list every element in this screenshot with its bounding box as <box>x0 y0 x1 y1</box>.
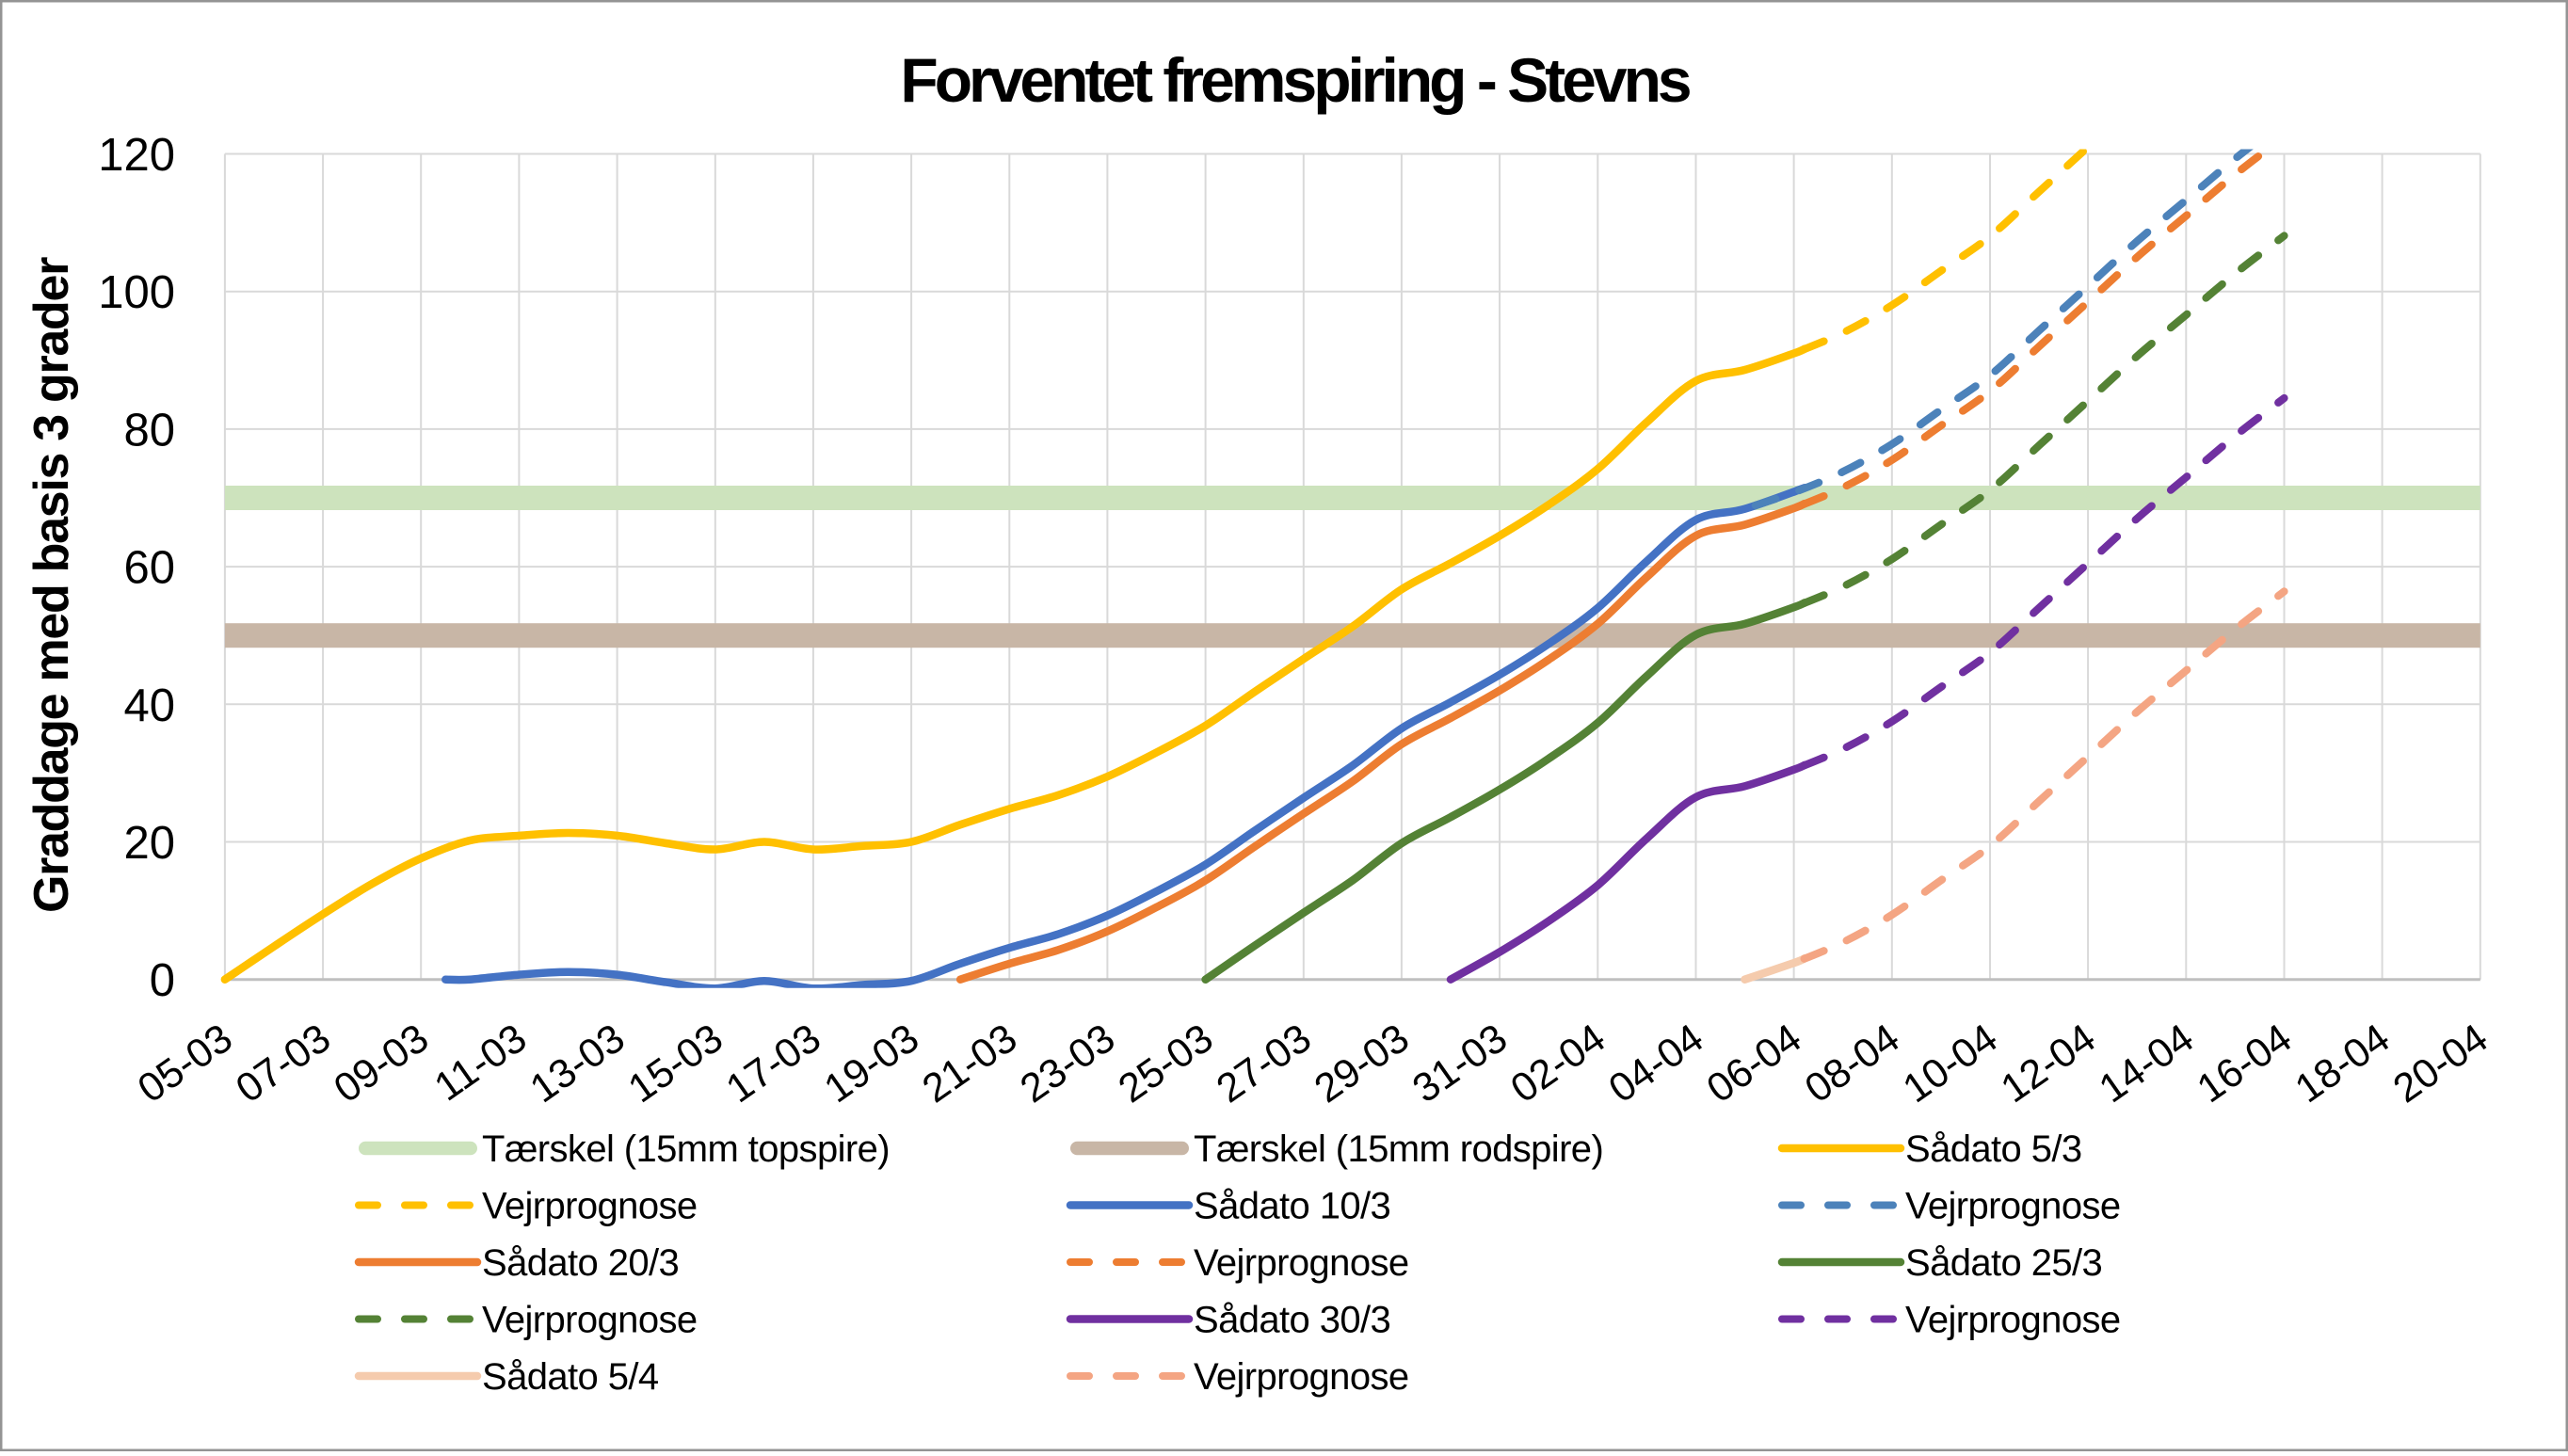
svg-text:60: 60 <box>123 543 175 594</box>
svg-text:Sådato 5/4: Sådato 5/4 <box>482 1356 659 1398</box>
svg-text:Vejrprognose: Vejrprognose <box>1905 1300 2121 1341</box>
svg-text:Vejrprognose: Vejrprognose <box>482 1186 698 1227</box>
svg-text:100: 100 <box>98 267 175 318</box>
svg-text:Vejrprognose: Vejrprognose <box>1905 1186 2121 1227</box>
svg-text:Tærskel (15mm topspire): Tærskel (15mm topspire) <box>482 1128 890 1170</box>
svg-text:Vejrprognose: Vejrprognose <box>1194 1356 1409 1398</box>
svg-text:Tærskel (15mm rodspire): Tærskel (15mm rodspire) <box>1194 1128 1603 1170</box>
svg-text:0: 0 <box>150 955 175 1006</box>
svg-text:Sådato 25/3: Sådato 25/3 <box>1905 1242 2102 1284</box>
svg-text:120: 120 <box>98 130 175 181</box>
svg-text:Sådato 20/3: Sådato 20/3 <box>482 1242 679 1284</box>
svg-text:Graddage med basis 3 grader: Graddage med basis 3 grader <box>24 257 79 913</box>
svg-text:Sådato 5/3: Sådato 5/3 <box>1905 1128 2082 1170</box>
svg-text:Sådato 10/3: Sådato 10/3 <box>1194 1186 1390 1227</box>
svg-text:20: 20 <box>123 818 175 869</box>
svg-text:Vejrprognose: Vejrprognose <box>1194 1242 1409 1284</box>
svg-text:Vejrprognose: Vejrprognose <box>482 1300 698 1341</box>
svg-text:40: 40 <box>123 680 175 731</box>
svg-text:Sådato 30/3: Sådato 30/3 <box>1194 1300 1390 1341</box>
svg-text:Forventet fremspiring - Stevns: Forventet fremspiring - Stevns <box>900 45 1689 115</box>
svg-text:80: 80 <box>123 405 175 456</box>
